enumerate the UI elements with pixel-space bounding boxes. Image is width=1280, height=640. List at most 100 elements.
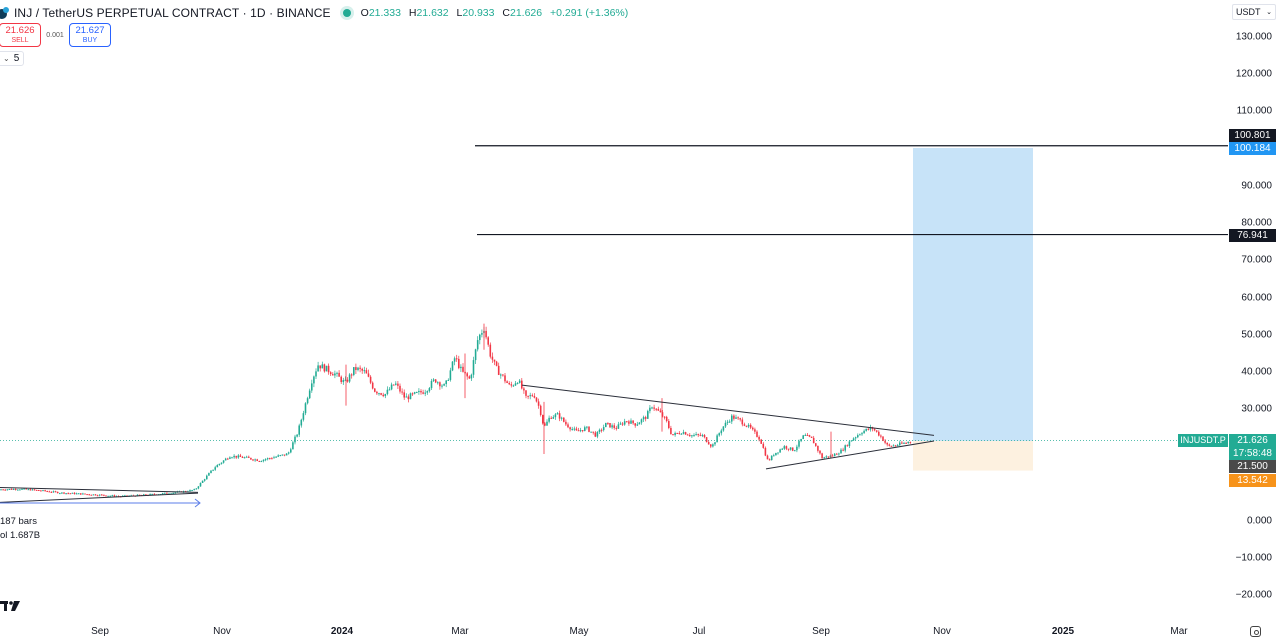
candle-body	[21, 488, 23, 490]
market-open-status-icon	[342, 9, 351, 17]
candle-body	[103, 494, 105, 496]
candle-body	[621, 423, 624, 425]
tradingview-logo[interactable]	[0, 600, 22, 615]
candle-body	[151, 493, 153, 495]
candle-body	[840, 449, 842, 454]
candle-body	[634, 423, 636, 426]
candle-body	[609, 423, 611, 428]
candle-body	[302, 413, 305, 420]
candle-body	[479, 334, 481, 341]
candle-body	[844, 445, 846, 451]
candle-body	[701, 435, 704, 437]
candle-body	[42, 490, 44, 492]
candle-body	[212, 469, 214, 471]
candle-body	[857, 435, 859, 438]
time-tick: Nov	[213, 626, 231, 637]
chart-pane[interactable]	[0, 0, 1228, 618]
candle-body	[833, 453, 836, 456]
price-tick: 110.000	[1236, 105, 1272, 117]
symbol-title[interactable]: INJ / TetherUS PERPETUAL CONTRACT · 1D ·…	[14, 6, 331, 20]
candle-body	[546, 421, 548, 426]
candle-body	[579, 430, 582, 432]
price-tick: 30.000	[1241, 403, 1272, 415]
candle-body	[277, 455, 279, 457]
candle-body	[10, 488, 13, 490]
candle-body	[474, 349, 477, 361]
candle-body	[689, 434, 691, 436]
candle-body	[0, 489, 2, 491]
candle-body	[218, 463, 221, 466]
candle-body	[550, 417, 552, 419]
candle-body	[298, 425, 300, 435]
candle-body	[905, 442, 907, 444]
indicators-toggle-button[interactable]: ⌄ 5	[0, 51, 25, 66]
price-chart[interactable]	[0, 0, 1228, 618]
candle-body	[113, 495, 116, 497]
candle-body	[29, 489, 32, 491]
candle-body	[361, 368, 363, 371]
candle-body	[25, 488, 27, 490]
candle-body	[497, 365, 500, 375]
candle-body	[674, 432, 676, 436]
candle-body	[525, 390, 527, 396]
sell-button[interactable]: 21.626 SELL	[0, 23, 41, 47]
candle-body	[470, 374, 473, 379]
candle-body	[420, 390, 422, 393]
candle-body	[617, 424, 620, 429]
candle-body	[647, 411, 649, 419]
price-tag-stop: 13.542	[1229, 474, 1276, 487]
candle-body	[670, 427, 672, 435]
candle-body	[745, 425, 748, 427]
candle-body	[838, 453, 840, 455]
candle-body	[445, 380, 447, 385]
candle-body	[59, 493, 61, 495]
candle-body	[462, 366, 464, 372]
candle-body	[250, 457, 252, 460]
candle-body	[256, 459, 258, 461]
price-scale[interactable]: 130.000 120.000 110.000 90.000 80.000 70.000 6…	[1228, 0, 1280, 618]
candle-body	[82, 493, 84, 495]
candle-body	[325, 365, 328, 372]
buy-button[interactable]: 21.627 BUY	[69, 23, 111, 47]
candle-body	[878, 431, 880, 436]
candle-body	[678, 433, 681, 435]
candle-body	[311, 383, 313, 391]
candle-body	[741, 419, 744, 425]
time-scale[interactable]: Sep Nov 2024 Mar May Jul Sep Nov 2025 Mar	[0, 618, 1228, 640]
candle-body	[705, 437, 708, 443]
candle-body	[101, 494, 103, 496]
candle-body	[827, 456, 830, 458]
candle-body	[46, 491, 48, 493]
candle-body	[554, 414, 557, 418]
candle-body	[899, 442, 901, 446]
candle-body	[31, 489, 34, 491]
candle-body	[697, 434, 699, 436]
price-tick: 50.000	[1241, 329, 1272, 341]
candle-body	[586, 426, 588, 428]
candle-body	[460, 366, 462, 369]
candle-body	[831, 455, 834, 457]
candle-body	[493, 359, 496, 362]
candle-body	[14, 489, 17, 491]
price-tick: 60.000	[1241, 292, 1272, 304]
candle-body	[346, 379, 349, 382]
candle-body	[166, 492, 168, 494]
candle-body	[676, 432, 678, 434]
candle-body	[164, 492, 166, 494]
last-price-tag: 21.626 17:58:48	[1229, 434, 1276, 460]
tradingview-logo-icon	[0, 601, 20, 611]
candle-body	[266, 458, 269, 460]
candle-body	[552, 417, 555, 419]
price-tick: 80.000	[1241, 217, 1272, 229]
candle-body	[239, 455, 242, 457]
candle-body	[854, 437, 857, 439]
last-price-value: 21.626	[1237, 435, 1268, 446]
bar-countdown: 17:58:48	[1233, 448, 1272, 459]
currency-select[interactable]: USDT ⌄	[1232, 4, 1276, 20]
settings-icon[interactable]	[1250, 626, 1261, 637]
candle-body	[380, 393, 382, 395]
candle-body	[491, 356, 494, 360]
candle-body	[203, 479, 206, 481]
candle-body	[865, 428, 867, 431]
candle-body	[443, 384, 445, 386]
